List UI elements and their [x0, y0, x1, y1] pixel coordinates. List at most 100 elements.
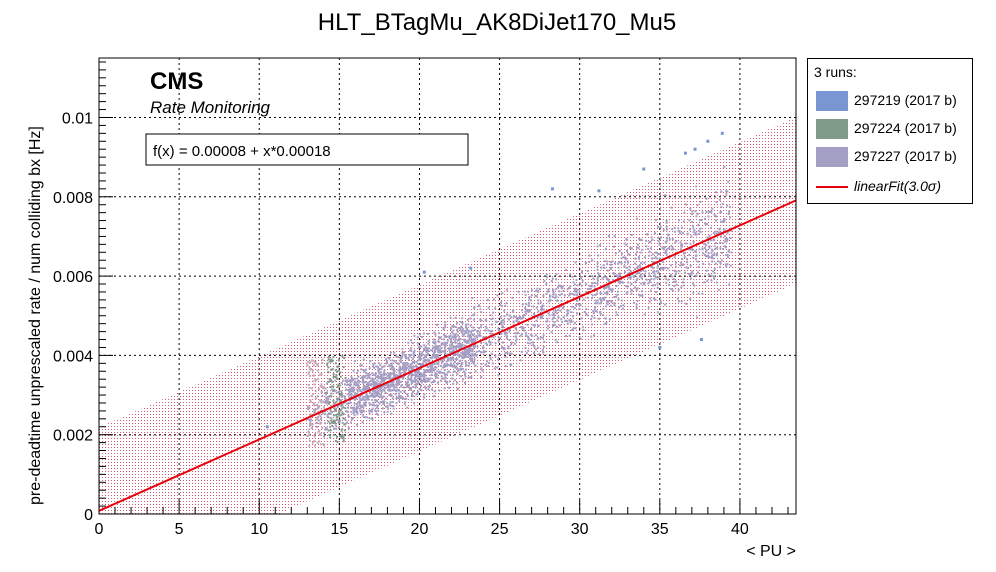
data-point-297227 [683, 211, 686, 214]
data-point-297227 [684, 252, 687, 255]
data-point-297227 [374, 392, 377, 395]
data-point-297227 [701, 211, 704, 214]
y-tick-label: 0 [84, 507, 93, 524]
data-point-297227 [471, 333, 474, 336]
data-point-297227 [423, 344, 426, 347]
data-point-297227 [384, 392, 387, 395]
data-point-297227 [665, 221, 668, 224]
data-point-297227 [437, 332, 440, 335]
data-point-297227 [613, 235, 616, 238]
data-point-297224 [330, 360, 333, 363]
data-point-297227 [473, 353, 476, 356]
data-point-297227 [425, 354, 428, 357]
data-point-297227 [441, 371, 444, 374]
data-point-297227 [347, 402, 350, 405]
data-point-297227 [444, 321, 447, 324]
data-point-297227 [307, 372, 310, 375]
data-point-297227 [409, 353, 412, 356]
data-point-297227 [373, 380, 376, 383]
data-point-297227 [387, 373, 390, 376]
data-point-297227 [505, 337, 508, 340]
data-point-297227 [377, 362, 380, 365]
data-point-297227 [383, 371, 386, 374]
data-point-297227 [350, 380, 353, 383]
data-point-297227 [586, 296, 589, 299]
data-point-297227 [470, 356, 473, 359]
data-point-297227 [427, 370, 430, 373]
data-point-297227 [332, 427, 335, 430]
data-point-297227 [417, 380, 420, 383]
data-point-297227 [684, 271, 687, 274]
data-point-297227 [542, 345, 545, 348]
data-point-297227 [548, 314, 551, 317]
data-point-297227 [639, 266, 642, 269]
data-point-297227 [375, 388, 378, 391]
data-point-297227 [448, 347, 451, 350]
data-point-297227 [442, 333, 445, 336]
data-point-297227 [349, 387, 352, 390]
x-tick-label: 25 [491, 521, 509, 538]
data-point-297227 [665, 219, 668, 222]
data-point-297227 [457, 368, 460, 371]
data-point-297224 [337, 359, 340, 362]
data-point-297227 [658, 257, 661, 260]
data-point-297227 [691, 210, 694, 213]
data-point-297227 [403, 365, 406, 368]
data-point-297224 [327, 380, 330, 383]
data-point-297227 [340, 390, 343, 393]
data-point-297227 [605, 321, 608, 324]
data-point-297227 [713, 245, 716, 248]
data-point-297227 [634, 267, 637, 270]
data-point-297227 [576, 294, 579, 297]
data-point-297227 [427, 388, 430, 391]
data-point-297227 [454, 326, 457, 329]
data-point-297227 [334, 424, 337, 427]
data-point-297227 [710, 251, 713, 254]
data-point-297227 [479, 326, 482, 329]
data-point-297227 [635, 246, 638, 249]
data-point-297227 [328, 426, 331, 429]
data-point-297227 [459, 327, 462, 330]
data-point-297227 [727, 250, 730, 253]
data-point-297227 [377, 370, 380, 373]
data-point-297227 [397, 369, 400, 372]
data-point-297227 [534, 294, 537, 297]
data-point-297227 [420, 353, 423, 356]
data-point-297227 [692, 291, 695, 294]
data-point-297227 [712, 232, 715, 235]
data-point-297227 [613, 262, 616, 265]
data-point-297227 [388, 388, 391, 391]
data-point-297227 [656, 286, 659, 289]
data-point-297227 [695, 185, 698, 188]
data-point-297227 [431, 366, 434, 369]
data-point-297227 [657, 252, 660, 255]
data-point-297227 [398, 400, 401, 403]
data-point-297227 [404, 369, 407, 372]
data-point-297227 [485, 360, 488, 363]
data-point-297227 [461, 321, 464, 324]
data-point-297227 [434, 340, 437, 343]
data-point-297227 [422, 357, 425, 360]
data-point-297227 [552, 293, 555, 296]
data-point-297227 [471, 341, 474, 344]
data-point-297227 [671, 246, 674, 249]
data-point-297227 [708, 263, 711, 266]
data-point-297227 [654, 275, 657, 278]
data-point-297227 [726, 204, 729, 207]
data-point-297224 [339, 371, 342, 374]
data-point-297227 [547, 324, 550, 327]
data-point-297227 [464, 368, 467, 371]
data-point-297227 [324, 401, 327, 404]
data-point-297227 [673, 269, 676, 272]
data-point-297224 [332, 356, 335, 359]
data-point-297227 [591, 294, 594, 297]
data-point-297227 [410, 394, 413, 397]
data-point-297227 [307, 405, 310, 408]
data-point-297227 [422, 360, 425, 363]
data-point-297227 [537, 310, 540, 313]
data-point-297227 [674, 241, 677, 244]
data-point-297227 [318, 413, 321, 416]
data-point-297227 [697, 260, 700, 263]
data-point-297227 [683, 256, 686, 259]
data-point-297227 [582, 298, 585, 301]
